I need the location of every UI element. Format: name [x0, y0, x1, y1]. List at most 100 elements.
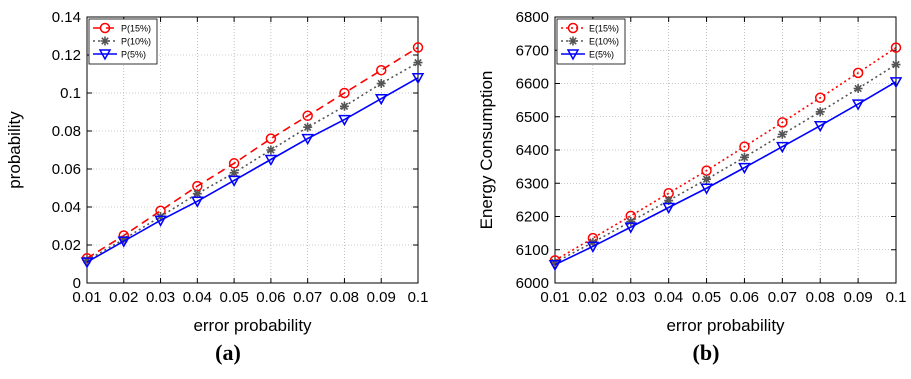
- data-point-p-15: [228, 158, 240, 169]
- y-tick-label: 0.08: [52, 123, 81, 140]
- y-tick-label: 0.02: [52, 237, 81, 254]
- data-point-p-15: [412, 42, 424, 53]
- x-tick-label: 0.05: [692, 289, 721, 306]
- legend-marker: [99, 22, 111, 34]
- data-point-p-15: [265, 133, 277, 144]
- data-point-e-5: [586, 241, 600, 253]
- y-tick-label: 0.04: [52, 199, 81, 216]
- data-point-e-5: [662, 202, 675, 215]
- x-tick-label: 0.05: [220, 289, 249, 306]
- x-tick-label: 0.04: [183, 289, 212, 306]
- y-axis-label: Energy Consumption: [477, 71, 496, 230]
- x-axis-label: error probability: [193, 316, 312, 335]
- data-point-e-10: [853, 83, 863, 93]
- data-point-e-5: [851, 99, 865, 111]
- legend-label: E(5%): [589, 50, 614, 60]
- data-point-p-15: [375, 64, 387, 76]
- series-line-p-10: [86, 61, 419, 261]
- legend-label: E(10%): [589, 37, 619, 47]
- legend-marker: [568, 36, 578, 46]
- legend-label: P(15%): [121, 24, 151, 34]
- y-tick-label: 6600: [516, 76, 549, 93]
- data-point-p-10: [119, 234, 129, 244]
- data-point-p-10: [192, 189, 202, 199]
- data-point-e-5: [813, 120, 827, 133]
- y-tick-label: 0.12: [52, 47, 81, 64]
- y-tick-label: 0: [73, 275, 81, 292]
- data-point-p-15: [339, 87, 350, 99]
- data-point-p-5: [264, 154, 278, 167]
- data-point-p-5: [227, 175, 241, 187]
- data-point-p-5: [117, 236, 131, 248]
- x-tick-label: 0.02: [578, 289, 607, 306]
- x-tick-label: 0.08: [330, 289, 359, 306]
- x-tick-label: 0.07: [293, 289, 322, 306]
- data-point-e-5: [738, 162, 751, 175]
- data-point-e-15: [890, 42, 902, 53]
- legend-label: P(5%): [121, 50, 146, 60]
- data-point-e-15: [814, 92, 826, 104]
- data-point-p-5: [80, 257, 94, 269]
- legend-label: E(15%): [589, 24, 619, 34]
- y-tick-label: 6300: [516, 175, 549, 192]
- x-axis-label: error probability: [666, 316, 785, 335]
- legend-marker: [98, 49, 112, 61]
- data-point-e-5: [889, 77, 903, 89]
- x-tick-label: 0.03: [146, 289, 175, 306]
- chart-a: 0.01 0.02 0.03 0.04 0.05 0.06 0.07 0.08 0.09 0.1 0…: [5, 9, 428, 365]
- x-tick-label: 0.07: [768, 289, 797, 306]
- data-point-p-10: [413, 58, 423, 68]
- y-tick-label: 0.14: [52, 9, 81, 26]
- legend-box: [88, 18, 158, 65]
- data-point-e-15: [852, 67, 864, 79]
- y-tick-label: 6800: [516, 9, 549, 26]
- legend-marker: [567, 22, 579, 34]
- data-point-e-10: [891, 60, 901, 70]
- data-point-p-5: [191, 196, 204, 208]
- legend-marker: [566, 49, 580, 61]
- x-tick-label: 0.02: [109, 289, 138, 306]
- chart-b: 0.01 0.02 0.03 0.04 0.05 0.06 0.07 0.08 0.09 0.1 6…: [477, 9, 906, 365]
- data-point-e-10: [664, 196, 674, 206]
- data-point-e-10: [777, 129, 787, 139]
- data-point-p-15: [302, 110, 313, 122]
- legend-marker: [100, 36, 110, 46]
- y-tick-label: 6000: [516, 275, 549, 292]
- data-point-p-10: [82, 255, 92, 265]
- data-point-e-5: [548, 259, 562, 272]
- data-point-e-10: [550, 257, 560, 267]
- y-tick-label: 0.1: [60, 85, 81, 102]
- data-point-e-10: [815, 107, 825, 117]
- y-tick-label: 6500: [516, 109, 549, 126]
- data-point-e-10: [702, 174, 712, 184]
- data-point-p-5: [338, 114, 351, 127]
- data-point-p-5: [154, 215, 167, 227]
- axes-frame: [86, 16, 419, 284]
- x-tick-label: 0.1: [886, 289, 907, 306]
- data-point-p-10: [376, 79, 386, 88]
- data-point-p-10: [229, 168, 239, 178]
- x-tick-label: 0.06: [256, 289, 285, 306]
- data-point-p-10: [339, 101, 349, 111]
- series-line-p-15: [86, 46, 419, 259]
- x-tick-label: 0.03: [616, 289, 645, 306]
- x-tick-label: 0.01: [72, 289, 101, 306]
- y-tick-label: 6400: [516, 142, 549, 159]
- x-tick-label: 0.08: [806, 289, 835, 306]
- data-point-e-15: [739, 141, 750, 152]
- data-point-p-5: [301, 133, 314, 146]
- legend-label: P(10%): [121, 37, 151, 47]
- data-point-p-10: [303, 122, 313, 132]
- x-tick-label: 0.1: [408, 289, 429, 306]
- data-point-e-5: [624, 222, 638, 234]
- data-point-p-5: [411, 73, 425, 85]
- y-axis-label: probability: [5, 111, 24, 189]
- data-point-e-10: [739, 152, 749, 162]
- data-point-e-5: [700, 183, 713, 195]
- x-tick-label: 0.09: [367, 289, 396, 306]
- y-tick-label: 6700: [516, 42, 549, 59]
- data-point-p-10: [266, 145, 276, 155]
- y-tick-label: 6100: [516, 242, 549, 259]
- y-tick-label: 6200: [516, 209, 549, 226]
